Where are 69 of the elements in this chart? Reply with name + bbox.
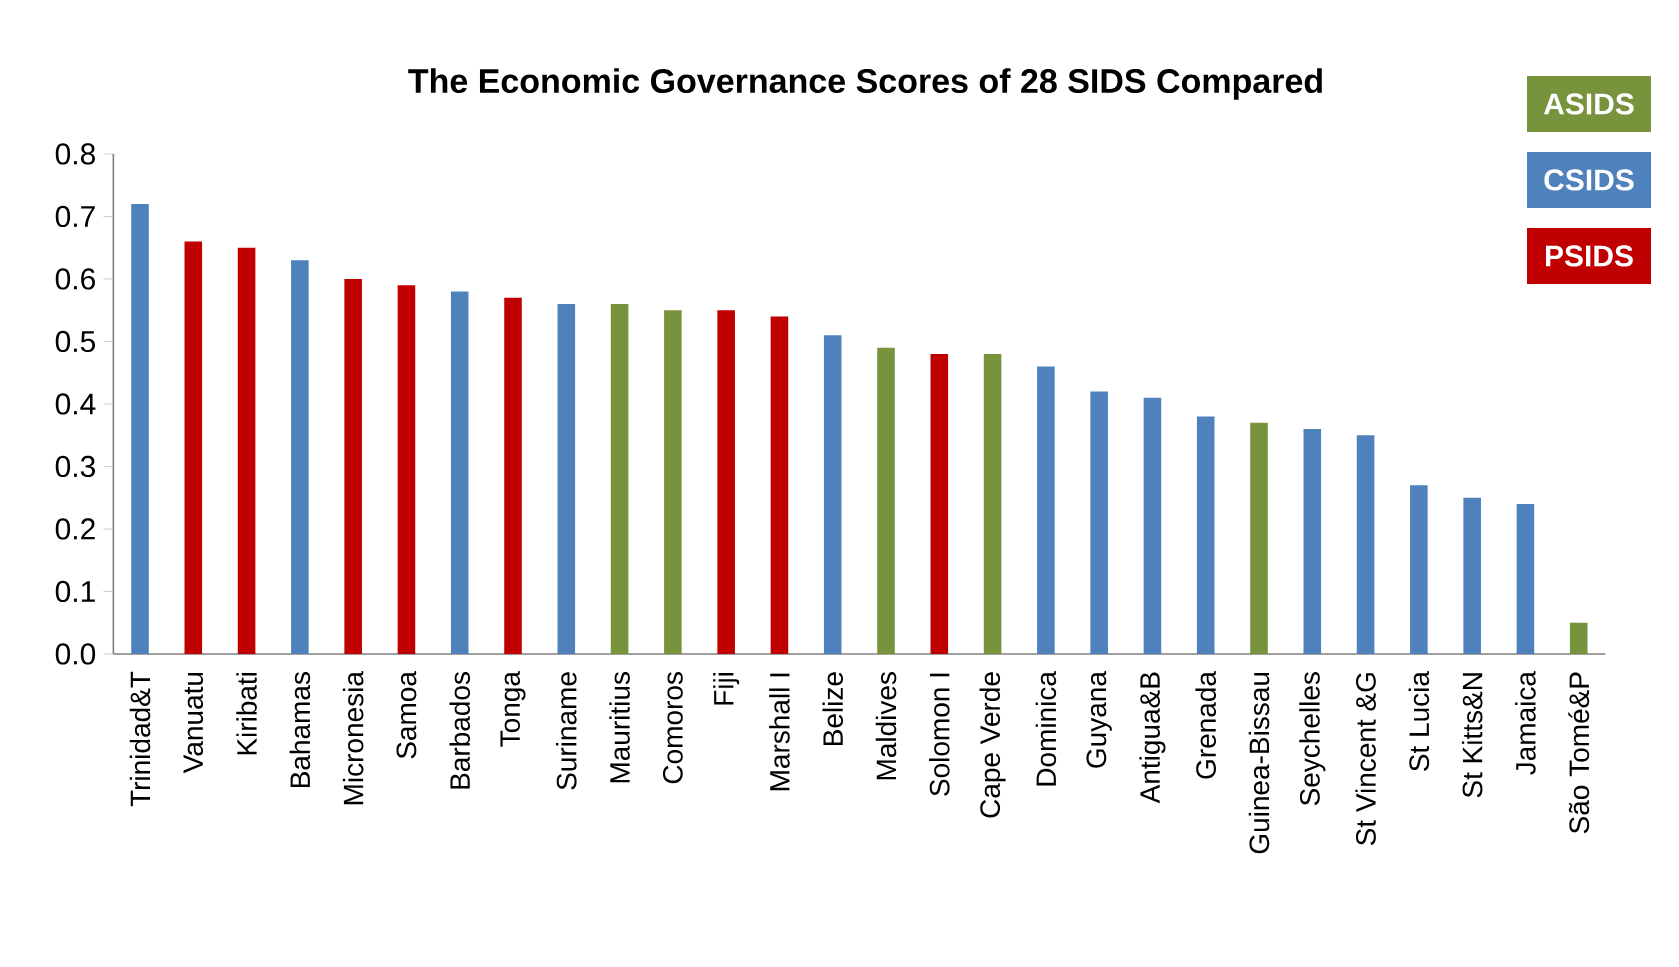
bar [557,303,576,654]
x-tick-label: Grenada [1195,671,1217,779]
bar [823,335,842,654]
bar [1090,391,1108,654]
y-tick-label: 0.5 [55,330,96,353]
x-tick-label: Vanuatu [183,672,204,774]
text: PSIDS [1546,245,1633,267]
x-tick-label: St Vincent &G [1355,673,1376,846]
x-tick-label: Barbados [449,672,471,789]
bar [664,310,682,654]
bar [1250,422,1268,654]
x-tick-label: Solomon I [929,673,950,796]
x-tick-label: Guyana [1086,671,1112,768]
y-tick-label: 0.4 [55,393,96,415]
x-tick-label: Antigua&B [1139,672,1166,804]
x-tick-label: Cape Verde [979,672,1006,818]
x-tick-label: Maldives [875,672,897,780]
bar [1569,622,1588,654]
text: ASIDS [1543,93,1634,115]
x-tick-label: Dominica [1035,671,1057,786]
bar [237,247,256,654]
y-tick-label: 0.0 [55,643,96,665]
bar [1516,503,1535,654]
bar [504,297,522,654]
bar [610,303,629,654]
y-tick-label: 0.3 [55,455,95,478]
x-tick-label: St Lucia [1408,671,1430,771]
y-tick-label: 0.1 [55,580,95,603]
x-tick-label: Guinea-Bissau [1248,672,1270,854]
x-tick-label: São Tomé&P [1568,672,1590,834]
bar [1303,428,1322,654]
y-tick-label: 0.6 [55,268,95,290]
x-tick-label: Tonga [500,671,526,747]
x-tick-label: Micronesia [342,671,364,805]
bar [1410,485,1428,654]
bar [770,316,789,654]
bar [344,278,362,654]
x-tick-label: Bahamas [289,672,311,788]
chart-title: The Economic Governance Scores of 28 SIDS Compared [408,68,1322,100]
x-tick-label: Kiribati [236,672,257,755]
text: CSIDS [1544,169,1634,191]
bar [1463,497,1481,654]
bar [1196,416,1215,654]
bar [717,310,735,654]
bar [1037,366,1055,654]
bar [930,353,949,654]
y-tick-label: 0.8 [55,143,95,165]
bar [1356,435,1375,654]
bar [397,285,416,654]
x-tick-label: Comoros [662,672,683,784]
bar [131,203,149,654]
x-tick-label: Seychelles [1299,672,1326,806]
bar [450,291,469,654]
x-tick-label: Fiji [713,672,740,705]
y-tick-label: 0.2 [55,518,95,540]
x-tick-label: Belize [822,672,844,746]
x-tick-label: Trinidad&T [129,671,151,807]
bar [1143,397,1162,654]
x-tick-label: Samoa [396,671,417,759]
y-tick-label: 0.7 [55,205,95,228]
x-tick-label: St Kitts&N [1461,673,1483,798]
x-tick-label: Suriname [556,672,577,790]
x-tick-label: Marshall I [769,673,790,791]
bar [877,347,895,654]
bar [291,260,309,654]
x-tick-label: Jamaica [1515,671,1536,775]
x-tick-label: Mauritius [609,672,630,783]
bar [184,241,203,654]
bar [983,353,1002,654]
